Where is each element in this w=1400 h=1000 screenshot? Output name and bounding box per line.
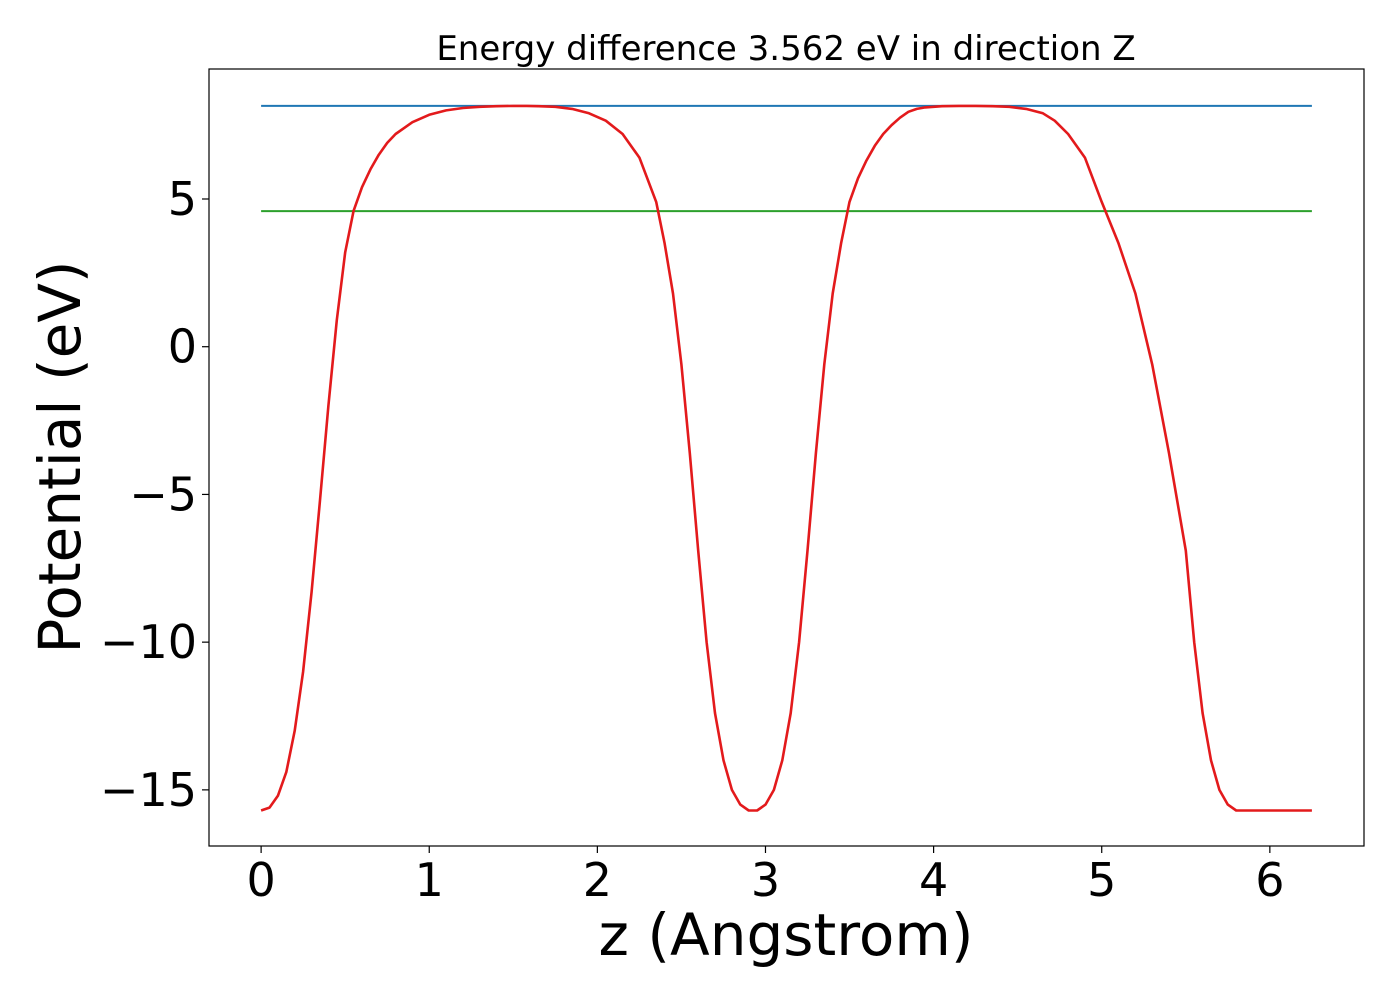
- series-layer: [260, 104, 1312, 812]
- x-tick-label: 1: [415, 853, 444, 907]
- x-tick-label: 2: [583, 853, 612, 907]
- y-tick-label: 0: [168, 320, 197, 374]
- series-line-3: [260, 104, 1312, 812]
- y-axis-label: Potential (eV): [26, 260, 94, 653]
- x-tick-label: 5: [1087, 853, 1116, 907]
- x-axis-label: z (Angstrom): [599, 901, 974, 969]
- y-tick-label: −15: [100, 763, 197, 817]
- y-tick-label: −10: [100, 615, 197, 669]
- y-tick-label: 5: [168, 172, 197, 226]
- x-tick-label: 6: [1255, 853, 1284, 907]
- x-tick-label: 4: [919, 853, 948, 907]
- y-tick-label: −5: [129, 467, 197, 521]
- x-axis-ticks: 0 1 2 3 4 5 6: [246, 846, 1284, 907]
- plot-frame: [208, 68, 1365, 847]
- y-axis-ticks: 5 0 −5 −10 −15: [100, 172, 209, 817]
- x-tick-label: 3: [751, 853, 780, 907]
- chart-title: Energy difference 3.562 eV in direction …: [436, 29, 1135, 69]
- x-tick-label: 0: [246, 853, 275, 907]
